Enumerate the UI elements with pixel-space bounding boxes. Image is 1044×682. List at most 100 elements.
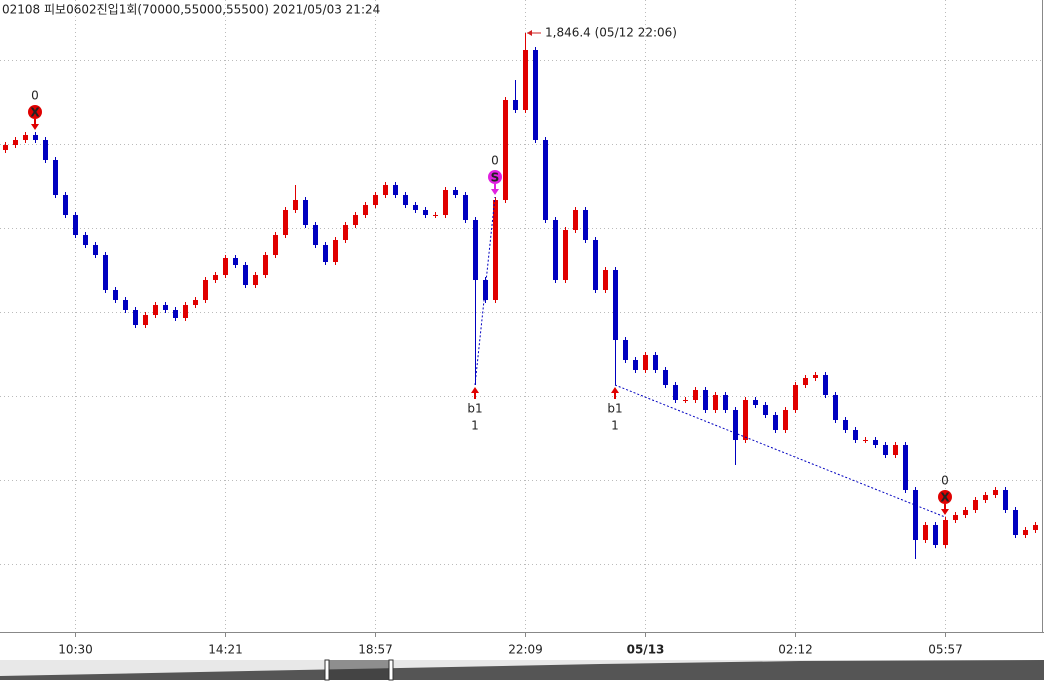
signal-qty: 1 bbox=[471, 419, 479, 433]
candle-body bbox=[73, 215, 78, 235]
candle-body bbox=[103, 255, 108, 290]
candle-body bbox=[583, 210, 588, 240]
x-tick-label: 18:57 bbox=[358, 643, 393, 657]
sell-arrow bbox=[491, 184, 499, 195]
candle-body bbox=[143, 315, 148, 325]
candle-body bbox=[783, 410, 788, 430]
candle-body bbox=[563, 230, 568, 280]
candle-body bbox=[373, 195, 378, 205]
x-tick-label: 05:57 bbox=[928, 643, 963, 657]
candle-body bbox=[293, 200, 298, 210]
candle-body bbox=[433, 215, 438, 216]
candle-body bbox=[753, 400, 758, 405]
x-tick-label: 14:21 bbox=[208, 643, 243, 657]
candle-body bbox=[133, 310, 138, 325]
signal-icon bbox=[488, 170, 502, 184]
candle-body bbox=[633, 360, 638, 370]
candle-body bbox=[363, 205, 368, 215]
candle-body bbox=[573, 210, 578, 230]
buy-arrow bbox=[471, 387, 479, 399]
scroll-handle[interactable] bbox=[388, 659, 394, 681]
candle-body bbox=[683, 400, 688, 401]
candle-body bbox=[903, 445, 908, 490]
candle-body bbox=[1003, 490, 1008, 510]
candle-body bbox=[33, 135, 38, 140]
buy-arrow bbox=[611, 387, 619, 399]
candle-body bbox=[663, 370, 668, 385]
candle-body bbox=[263, 255, 268, 275]
candle-body bbox=[183, 305, 188, 318]
candle-body bbox=[883, 445, 888, 455]
candle-body bbox=[163, 305, 168, 310]
candle-body bbox=[893, 445, 898, 455]
candle-body bbox=[763, 405, 768, 415]
candle-body bbox=[953, 515, 958, 520]
candle-body bbox=[113, 290, 118, 300]
candle-body bbox=[1023, 530, 1028, 535]
candle-body bbox=[63, 195, 68, 215]
candle-body bbox=[413, 205, 418, 210]
candle-body bbox=[503, 100, 508, 200]
candle-body bbox=[53, 160, 58, 195]
signal-icon bbox=[938, 490, 952, 504]
scroll-handle[interactable] bbox=[324, 659, 330, 681]
candle-body bbox=[333, 240, 338, 262]
signal-qty: 0 bbox=[491, 154, 499, 168]
hgrid bbox=[0, 60, 1042, 565]
candle-body bbox=[93, 245, 98, 255]
header: 02108 피보0602진입1회(70000,55000,55500) 2021… bbox=[2, 3, 380, 17]
candle-body bbox=[283, 210, 288, 235]
candle-body bbox=[1013, 510, 1018, 535]
candle-body bbox=[123, 300, 128, 310]
high-annotation: 1,846.4 (05/12 22:06) bbox=[545, 26, 677, 40]
candle-body bbox=[713, 395, 718, 410]
candle-body bbox=[813, 375, 818, 378]
candle-body bbox=[173, 310, 178, 318]
trade-link bbox=[474, 196, 496, 386]
candle-body bbox=[83, 235, 88, 245]
candle-body bbox=[643, 355, 648, 370]
candle-body bbox=[543, 140, 548, 220]
signal-qty: 0 bbox=[31, 89, 39, 103]
candle-body bbox=[693, 390, 698, 400]
scrollbar[interactable] bbox=[0, 659, 1044, 681]
candle-body bbox=[193, 300, 198, 305]
candle-body bbox=[973, 500, 978, 510]
candle-body bbox=[613, 270, 618, 340]
candle-body bbox=[703, 390, 708, 410]
candle-body bbox=[923, 525, 928, 540]
candle-body bbox=[913, 490, 918, 540]
candle-body bbox=[313, 225, 318, 245]
signal-name: b1 bbox=[467, 402, 482, 416]
candle-body bbox=[653, 355, 658, 370]
candle-body bbox=[833, 395, 838, 420]
candle-body bbox=[873, 440, 878, 445]
candle-body bbox=[253, 275, 258, 285]
candle-body bbox=[153, 305, 158, 315]
candle-body bbox=[743, 400, 748, 440]
candle-body bbox=[353, 215, 358, 225]
x-tick-label: 02:12 bbox=[778, 643, 813, 657]
x-tick-label: 05/13 bbox=[627, 643, 665, 657]
candle-body bbox=[773, 415, 778, 430]
signal-icon-label: S bbox=[491, 171, 500, 185]
signal-icon-label: X bbox=[940, 491, 950, 505]
candle-body bbox=[863, 440, 868, 441]
candle-body bbox=[273, 235, 278, 255]
scroll-window[interactable] bbox=[327, 660, 391, 680]
candle-body bbox=[793, 385, 798, 410]
signal-qty: 0 bbox=[941, 474, 949, 488]
candle-body bbox=[383, 185, 388, 195]
candle-body bbox=[23, 135, 28, 140]
candle-body bbox=[13, 140, 18, 145]
candle-body bbox=[323, 245, 328, 262]
candle-body bbox=[443, 190, 448, 215]
signal-name: b1 bbox=[607, 402, 622, 416]
candle-body bbox=[523, 50, 528, 110]
candle-body bbox=[853, 430, 858, 440]
candle-body bbox=[723, 395, 728, 410]
scroll-volume bbox=[0, 660, 1044, 680]
signal-icon-label: X bbox=[30, 106, 40, 120]
candle-body bbox=[933, 525, 938, 545]
